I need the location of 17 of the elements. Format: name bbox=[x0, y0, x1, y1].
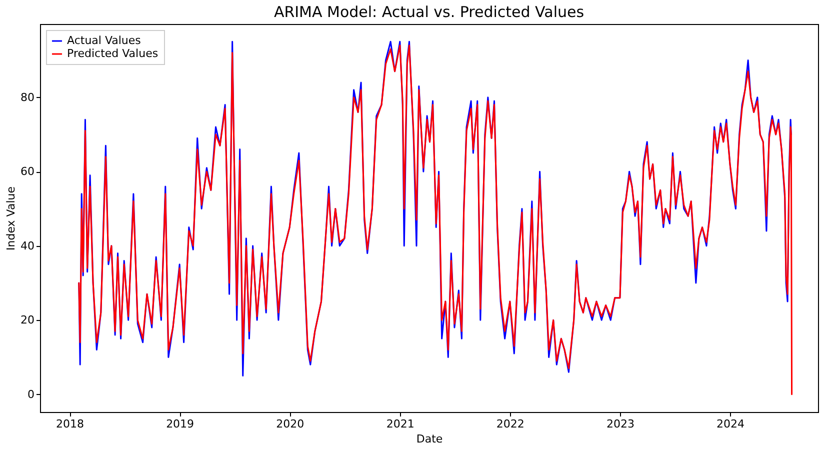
y-tick-label: 40 bbox=[20, 239, 34, 252]
y-tick-label: 80 bbox=[20, 90, 34, 104]
y-tick-label: 60 bbox=[20, 165, 34, 178]
legend-label: Predicted Values bbox=[67, 47, 158, 60]
x-tick-label: 2020 bbox=[276, 418, 304, 430]
y-tick-label: 0 bbox=[28, 388, 34, 401]
x-tick-label: 2023 bbox=[606, 418, 634, 430]
x-tick-label: 2018 bbox=[56, 418, 84, 430]
x-tick-label: 2024 bbox=[716, 418, 744, 430]
legend-label: Actual Values bbox=[67, 34, 142, 47]
x-tick-label: 2019 bbox=[166, 418, 194, 430]
y-axis-title: Index Value bbox=[4, 186, 18, 250]
x-tick-label: 2021 bbox=[386, 418, 414, 430]
y-tick-label: 20 bbox=[20, 314, 34, 327]
x-tick-label: 2022 bbox=[496, 418, 524, 430]
x-axis-title: Date bbox=[416, 432, 443, 446]
chart-title: ARIMA Model: Actual vs. Predicted Values bbox=[274, 3, 584, 21]
